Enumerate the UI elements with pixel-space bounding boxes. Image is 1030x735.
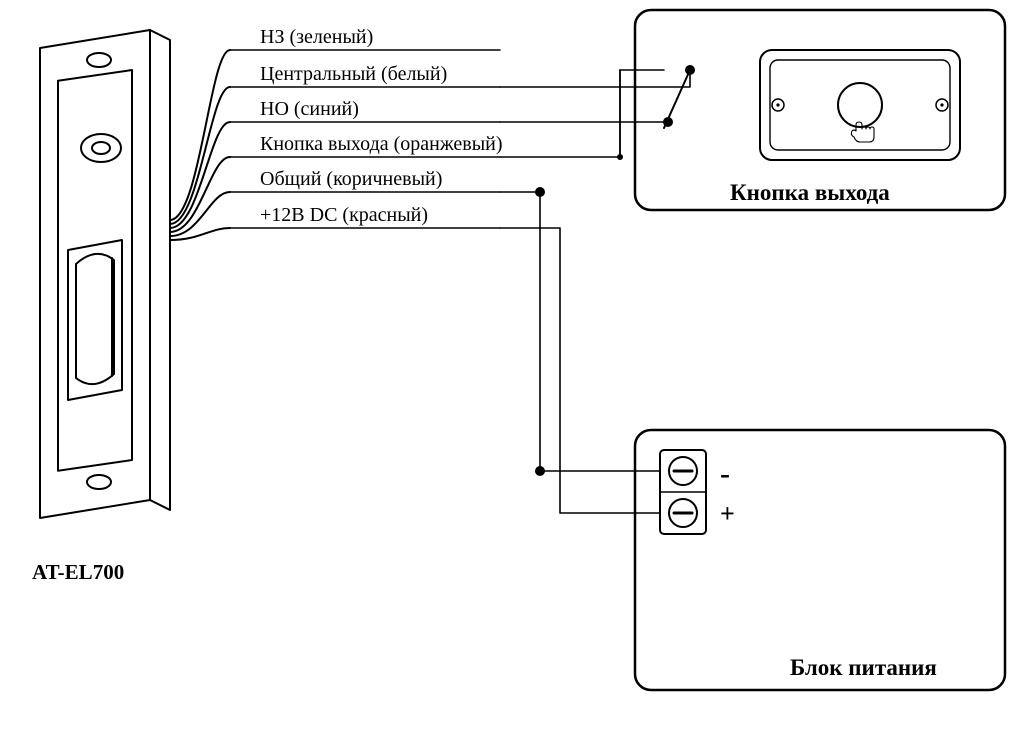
caption-text: AT-EL700 [32, 560, 124, 585]
wire-label-text: Центральный (белый) [260, 63, 447, 86]
wire-label-text: Кнопка выхода (оранжевый) [260, 133, 503, 156]
caption-text: Блок питания [790, 655, 937, 681]
wire-label-text: +12В DC (красный) [260, 204, 428, 227]
wire-label-text: НЗ (зеленый) [260, 26, 373, 49]
wire-label-text: НО (синий) [260, 98, 359, 121]
caption-text: - [720, 457, 730, 491]
caption-text: Кнопка выхода [730, 180, 890, 206]
caption-text: + [720, 499, 735, 529]
wire-label-text: Общий (коричневый) [260, 168, 442, 191]
